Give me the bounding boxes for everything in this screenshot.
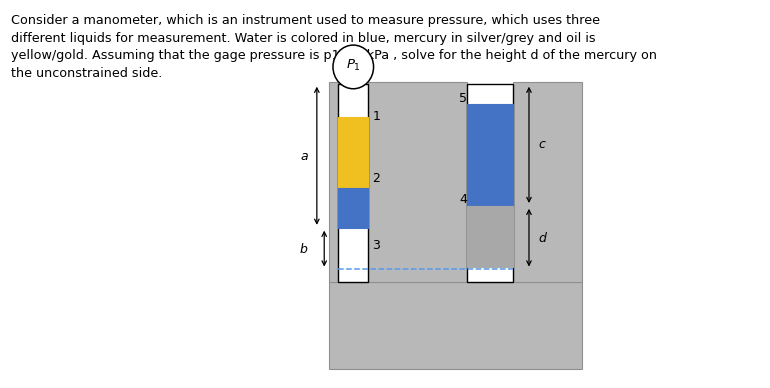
Bar <box>329 82 338 282</box>
Text: $P_1$: $P_1$ <box>346 58 361 73</box>
Bar <box>467 206 514 267</box>
Text: 3: 3 <box>372 239 380 252</box>
Text: c: c <box>538 138 545 151</box>
Circle shape <box>333 45 373 89</box>
Text: d: d <box>538 232 546 245</box>
Bar <box>329 282 582 369</box>
Bar <box>369 82 467 282</box>
Text: 1: 1 <box>372 110 380 123</box>
Text: b: b <box>300 243 308 256</box>
Bar <box>338 116 369 188</box>
Bar <box>514 82 582 282</box>
Text: Consider a manometer, which is an instrument used to measure pressure, which use: Consider a manometer, which is an instru… <box>11 14 657 80</box>
Text: 2: 2 <box>372 171 380 185</box>
Bar <box>338 188 369 228</box>
Text: 5: 5 <box>459 92 467 105</box>
Text: 4: 4 <box>459 194 467 206</box>
Text: a: a <box>300 150 308 163</box>
Bar <box>467 84 514 282</box>
Bar <box>338 84 369 282</box>
Bar <box>467 104 514 206</box>
